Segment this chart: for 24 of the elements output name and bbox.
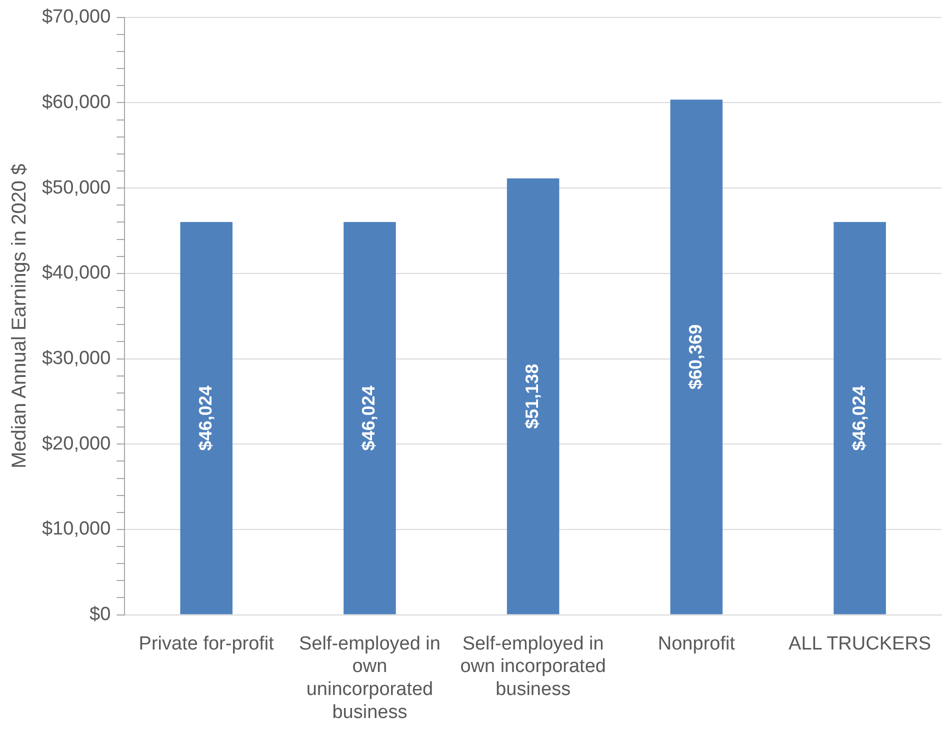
y-tick-label: $40,000 xyxy=(42,262,111,284)
y-axis-title: Median Annual Earnings in 2020 $ xyxy=(8,164,31,468)
x-tick-label: Nonprofit xyxy=(658,633,736,654)
data-label: $46,024 xyxy=(358,386,379,451)
data-label: $51,138 xyxy=(522,364,542,429)
data-label: $60,369 xyxy=(685,324,706,390)
y-tick-label: $70,000 xyxy=(42,6,111,28)
bar xyxy=(344,222,396,614)
x-tick-label: Self-employed in own incorporated business xyxy=(460,633,606,700)
data-label: $46,024 xyxy=(195,386,216,451)
bar xyxy=(834,222,886,614)
y-tick-label: $0 xyxy=(90,604,111,626)
y-tick-label: $20,000 xyxy=(42,433,111,454)
bar xyxy=(670,100,723,614)
bar xyxy=(180,222,232,614)
y-tick-label: $30,000 xyxy=(42,348,111,370)
y-tick-label: $10,000 xyxy=(42,518,111,540)
y-tick-label: $50,000 xyxy=(42,177,111,198)
data-label: $46,024 xyxy=(848,386,869,451)
bar xyxy=(506,178,560,614)
x-tick-label: ALL TRUCKERS xyxy=(788,633,932,654)
y-tick-label: $60,000 xyxy=(42,92,111,113)
x-tick-label: Private for-profit xyxy=(138,633,275,654)
x-tick-label: Self-employed in own unincorporated business xyxy=(298,633,440,723)
